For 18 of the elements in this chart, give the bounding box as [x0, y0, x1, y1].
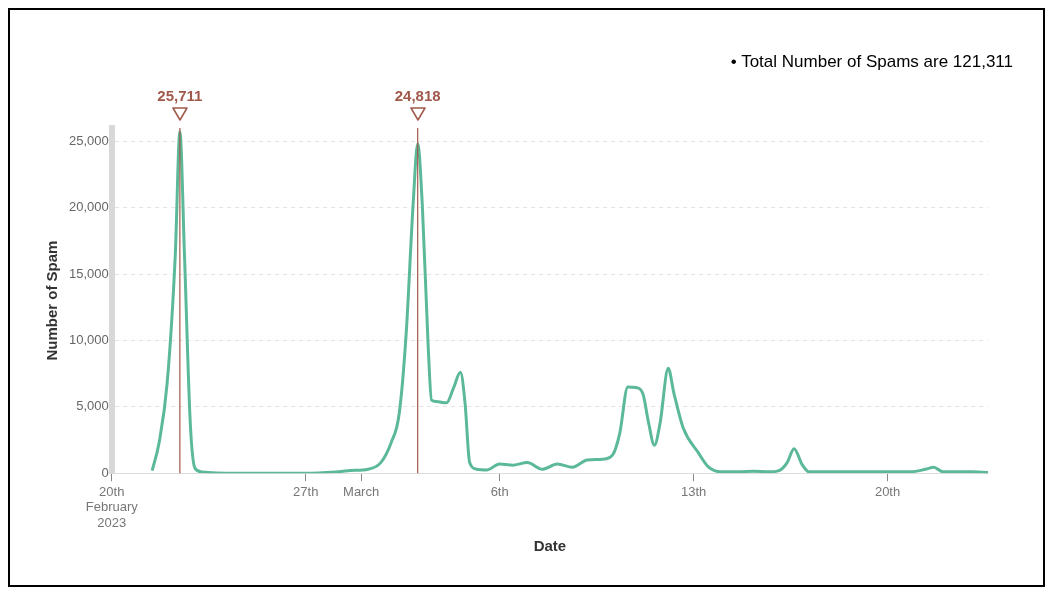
y-tick-label: 10,000 — [69, 332, 109, 348]
x-tick-label: 27th — [293, 483, 319, 499]
y-axis-title: Number of Spam — [43, 240, 61, 361]
x-tick-label: 6th — [490, 483, 509, 499]
x-tick-label: 20th — [874, 483, 901, 499]
y-tick-label: 5,000 — [76, 398, 109, 414]
line-series — [150, 130, 988, 474]
x-axis-title: Date — [533, 537, 567, 555]
x-tick-label: 20th February 2023 — [85, 483, 139, 530]
y-tick-label: 15,000 — [69, 265, 109, 281]
x-tick-label: March — [343, 483, 380, 499]
x-tick-label: 13th — [680, 483, 707, 499]
text: • Total Number of Spams are 121,311 — [730, 51, 1013, 71]
y-tick-label: 25,000 — [69, 132, 109, 148]
y-tick-label: 20,000 — [69, 199, 109, 215]
y-tick-label: 0 — [101, 464, 109, 480]
ref-line-label: 25,711 — [157, 86, 203, 104]
ref-line-label: 24,818 — [394, 86, 441, 104]
